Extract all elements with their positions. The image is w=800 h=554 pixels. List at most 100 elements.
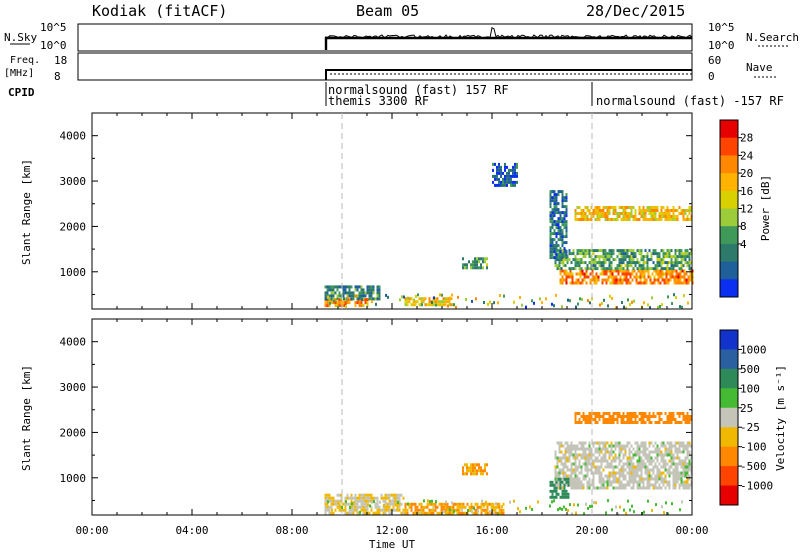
data-cell	[559, 226, 562, 230]
data-cell	[626, 218, 629, 221]
data-cell	[686, 209, 689, 212]
data-cell	[492, 168, 494, 172]
data-cell	[606, 450, 609, 454]
data-cell	[504, 183, 506, 187]
data-cell	[674, 456, 677, 460]
data-cell	[672, 474, 675, 478]
data-cell	[668, 249, 671, 253]
data-cell	[656, 453, 659, 457]
data-cell	[561, 238, 564, 242]
data-cell	[608, 480, 611, 484]
data-cell	[624, 264, 627, 268]
scatter-cell	[471, 510, 473, 514]
data-cell	[462, 257, 464, 261]
data-cell	[553, 250, 556, 254]
data-cell	[686, 471, 689, 475]
data-cell	[362, 297, 365, 301]
data-cell	[608, 483, 611, 487]
data-cell	[563, 272, 566, 276]
data-cell	[590, 218, 593, 221]
data-cell	[678, 471, 681, 475]
data-cell	[674, 209, 677, 212]
scatter-cell	[525, 305, 527, 309]
data-cell	[680, 249, 683, 253]
data-cell	[344, 297, 347, 301]
scatter-cell	[675, 296, 677, 300]
data-cell	[376, 297, 379, 301]
data-cell	[561, 193, 564, 197]
scatter-cell	[607, 499, 609, 503]
data-cell	[551, 483, 554, 487]
data-cell	[450, 511, 453, 515]
data-cell	[620, 249, 623, 253]
data-cell	[662, 444, 665, 448]
data-cell	[686, 450, 689, 454]
data-cell	[598, 264, 601, 268]
data-cell	[672, 459, 675, 463]
data-cell	[650, 468, 653, 472]
data-cell	[661, 278, 664, 282]
data-cell	[658, 215, 661, 218]
data-cell	[557, 193, 560, 197]
y-tick-label: 1000	[60, 472, 87, 485]
data-cell	[559, 483, 562, 487]
data-cell	[555, 193, 558, 197]
data-cell	[654, 218, 657, 221]
data-cell	[374, 297, 377, 301]
data-cell	[676, 456, 679, 460]
data-cell	[622, 249, 625, 253]
data-cell	[652, 465, 655, 469]
data-cell	[602, 441, 605, 445]
data-cell	[612, 486, 615, 490]
data-cell	[368, 297, 371, 301]
data-cell	[681, 275, 684, 279]
data-cell	[637, 275, 640, 279]
data-cell	[628, 261, 631, 265]
data-cell	[676, 474, 679, 478]
data-cell	[565, 211, 568, 215]
data-cell	[668, 415, 671, 418]
data-cell	[412, 502, 415, 506]
data-cell	[580, 258, 583, 262]
data-cell	[638, 264, 641, 268]
data-cell	[662, 465, 665, 469]
data-cell	[606, 421, 609, 424]
data-cell	[557, 220, 560, 224]
data-cell	[598, 465, 601, 469]
data-cell	[608, 418, 611, 421]
data-cell	[642, 477, 645, 481]
colorbar-swatch	[720, 349, 738, 370]
data-cell	[640, 249, 643, 253]
scatter-cell	[353, 501, 355, 504]
data-cell	[660, 412, 663, 415]
data-cell	[584, 215, 587, 218]
data-cell	[602, 444, 605, 448]
scatter-cell	[529, 505, 531, 509]
data-cell	[578, 412, 581, 415]
data-cell	[470, 466, 472, 470]
data-cell	[553, 193, 556, 197]
data-cell	[586, 462, 589, 466]
scatter-cell	[589, 301, 591, 305]
data-cell	[610, 261, 613, 265]
data-cell	[549, 214, 552, 218]
data-cell	[336, 297, 339, 301]
data-cell	[655, 269, 658, 273]
data-cell	[574, 459, 577, 463]
data-cell	[514, 174, 516, 178]
data-cell	[624, 474, 627, 478]
data-cell	[560, 459, 563, 463]
data-cell	[575, 272, 578, 276]
scatter-cell	[647, 499, 649, 503]
data-cell	[622, 212, 625, 215]
data-cell	[555, 492, 558, 496]
scatter-cell	[457, 295, 459, 299]
data-cell	[594, 261, 597, 265]
data-cell	[392, 499, 395, 503]
scatter-cell	[585, 502, 587, 506]
data-cell	[584, 441, 587, 445]
scatter-cell	[433, 296, 435, 300]
data-cell	[494, 162, 496, 166]
data-cell	[430, 511, 433, 515]
data-cell	[654, 252, 657, 256]
